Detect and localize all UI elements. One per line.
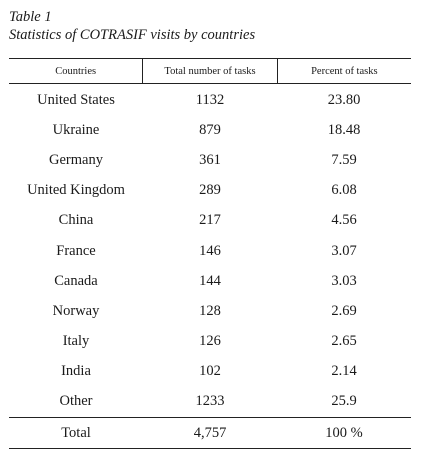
tasks-cell: 144: [199, 272, 221, 289]
percent-cell: 18.48: [327, 121, 361, 138]
country-cell: China: [58, 212, 94, 229]
table-row: Ukraine 879 18.48: [9, 115, 411, 145]
country-cell: Ukraine: [52, 121, 100, 138]
country-cell: India: [61, 363, 91, 380]
table-label: Table 1: [9, 9, 52, 25]
total-tasks-cell: 4,757: [193, 424, 227, 441]
total-percent-cell: 100 %: [325, 424, 363, 441]
country-cell: Other: [59, 393, 93, 410]
tasks-cell: 1233: [195, 393, 225, 410]
percent-cell: 4.56: [331, 212, 357, 229]
table-row: India 102 2.14: [9, 357, 411, 387]
table-caption: Table 1 Statistics of COTRASIF visits by…: [9, 8, 255, 44]
tasks-cell: 128: [199, 302, 221, 319]
percent-cell: 23.80: [327, 91, 361, 108]
percent-cell: 2.69: [331, 302, 357, 319]
table-row: Germany 361 7.59: [9, 145, 411, 175]
tasks-cell: 879: [199, 121, 221, 138]
tasks-cell: 102: [199, 363, 221, 380]
header-total-tasks: Total number of tasks: [142, 59, 276, 83]
table-row: Other 1233 25.9: [9, 387, 411, 417]
country-cell: United Kingdom: [27, 182, 125, 199]
statistics-table: Countries Total number of tasks Percent …: [9, 58, 411, 450]
percent-cell: 2.65: [331, 333, 357, 350]
country-cell: Canada: [54, 272, 98, 289]
table-row: Italy 126 2.65: [9, 327, 411, 357]
percent-cell: 2.14: [331, 363, 357, 380]
table-header-row: Countries Total number of tasks Percent …: [9, 59, 411, 84]
percent-cell: 6.08: [331, 182, 357, 199]
table-title: Statistics of COTRASIF visits by countri…: [9, 27, 256, 43]
tasks-cell: 146: [199, 242, 221, 259]
percent-cell: 3.03: [331, 272, 357, 289]
country-cell: Italy: [62, 333, 90, 350]
country-cell: Germany: [49, 151, 103, 168]
tasks-cell: 289: [199, 182, 221, 199]
tasks-cell: 361: [199, 151, 221, 168]
table-total-row: Total 4,757 100 %: [9, 417, 411, 448]
percent-cell: 25.9: [331, 393, 357, 410]
total-label-cell: Total: [61, 424, 91, 441]
country-cell: United States: [37, 91, 115, 108]
header-countries: Countries: [55, 65, 97, 77]
country-cell: France: [56, 242, 96, 259]
percent-cell: 3.07: [331, 242, 357, 259]
table-row: China 217 4.56: [9, 206, 411, 236]
tasks-cell: 217: [199, 212, 221, 229]
country-cell: Norway: [52, 302, 100, 319]
table-row: United Kingdom 289 6.08: [9, 176, 411, 206]
table-body: United States 1132 23.80 Ukraine 879 18.…: [9, 84, 411, 448]
tasks-cell: 126: [199, 333, 221, 350]
percent-cell: 7.59: [331, 151, 357, 168]
table-row: United States 1132 23.80: [9, 85, 411, 115]
tasks-cell: 1132: [195, 91, 225, 108]
table-row: Canada 144 3.03: [9, 266, 411, 296]
table-row: France 146 3.07: [9, 236, 411, 266]
table-row: Norway 128 2.69: [9, 296, 411, 326]
header-percent-tasks: Percent of tasks: [276, 59, 411, 83]
